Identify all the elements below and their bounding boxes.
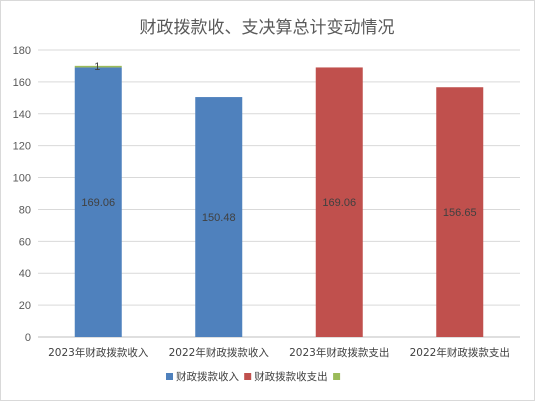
data-label: 1 — [94, 61, 100, 73]
data-label: 150.48 — [202, 212, 236, 224]
y-tick-label: 160 — [13, 77, 31, 89]
data-label: 156.65 — [443, 207, 477, 219]
y-tick-label: 0 — [25, 332, 31, 344]
y-tick-label: 120 — [13, 141, 31, 153]
bar — [195, 97, 243, 338]
y-tick-label: 80 — [19, 204, 31, 216]
data-label: 169.06 — [322, 197, 356, 209]
legend-swatch — [244, 373, 252, 380]
x-category-label: 2023年财政拨款支出 — [289, 346, 389, 359]
bar-segment — [74, 65, 122, 68]
x-category-label: 2022年财政拨款支出 — [410, 346, 510, 359]
x-axis: 2023年财政拨款收入 2022年财政拨款收入 2023年财政拨款支出 2022年财政… — [48, 346, 510, 359]
bar — [436, 87, 484, 337]
data-label: 169.06 — [81, 197, 115, 209]
bar — [315, 67, 363, 337]
legend-swatch — [166, 373, 173, 380]
legend: 财政拨款收入 财政拨款收支出 — [166, 370, 341, 383]
y-tick-label: 180 — [13, 45, 31, 57]
y-tick-label: 140 — [13, 109, 31, 121]
legend-label: 财政拨款收入 — [176, 370, 239, 383]
y-tick-label: 60 — [19, 236, 31, 248]
bar — [74, 67, 122, 337]
y-tick-label: 20 — [19, 300, 31, 312]
bars: 169.06 150.48 169.06 156.65 1 — [74, 61, 484, 338]
chart-title: 财政拨款收、支决算总计变动情况 — [140, 18, 395, 38]
y-tick-label: 100 — [13, 173, 31, 185]
x-category-label: 2023年财政拨款收入 — [48, 346, 149, 359]
y-tick-label: 40 — [19, 268, 31, 280]
legend-swatch — [333, 373, 341, 380]
legend-label: 财政拨款收支出 — [254, 370, 328, 383]
x-category-label: 2022年财政拨款收入 — [169, 346, 270, 359]
